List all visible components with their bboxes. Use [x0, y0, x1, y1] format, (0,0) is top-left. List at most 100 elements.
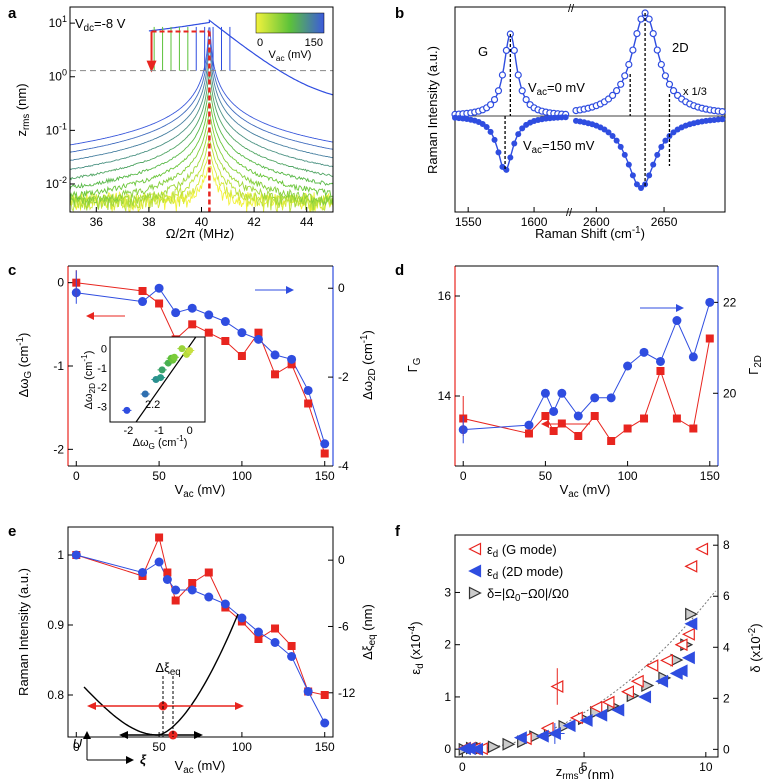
text-span: b [395, 5, 404, 22]
u-axis-head [83, 731, 91, 739]
text-span: 10 [46, 177, 60, 191]
text-span: 2600 [583, 215, 610, 229]
data-point-gamma-g [524, 429, 533, 438]
text-span: -1 [59, 121, 67, 131]
text-span: -2 [338, 370, 349, 384]
data-point-filled [609, 132, 616, 139]
arrow-left-head [541, 420, 549, 428]
inset-y-tick: 0 [101, 344, 107, 356]
data-point-open [661, 72, 670, 80]
panel-letter: b [395, 5, 404, 22]
data-point-2d-mode [611, 703, 625, 717]
legend-label: εd (2D mode) [487, 564, 563, 582]
data-point-gamma-g [623, 424, 632, 433]
text-span: -3 [97, 402, 107, 414]
data-point-gamma-2d [557, 388, 567, 398]
data-point-open [653, 46, 661, 54]
text-span: 20 [723, 386, 737, 400]
text-span: Raman Intensity (a.u.) [425, 46, 440, 174]
text-span: 22 [723, 295, 737, 309]
text-span: (nm) [360, 604, 375, 634]
data-point-2d [303, 385, 313, 395]
text-span: V [523, 138, 532, 153]
x-tick-label: 100 [618, 469, 638, 483]
text-span: rms [21, 114, 32, 130]
data-point-g [287, 360, 296, 369]
data-point-g [221, 337, 230, 345]
inset-point [158, 366, 166, 374]
data-point-filled [654, 151, 661, 158]
text-span: 10 [49, 70, 63, 84]
data-point-filled [613, 137, 620, 144]
x-tick-label: 44 [300, 215, 314, 229]
text-span: -2 [747, 628, 758, 637]
text-span: ) [748, 623, 763, 627]
fit-curve [462, 590, 716, 750]
data-point-2d [320, 439, 330, 449]
data-point-gamma-g [590, 412, 599, 420]
text-span: ) [408, 621, 423, 625]
y-tick-label: 14 [438, 389, 452, 403]
text-span: 6 [723, 589, 730, 603]
data-point-xi [138, 568, 148, 577]
colorbar-label: Vac (mV) [269, 49, 312, 63]
text-span: (x10 [408, 634, 423, 663]
y-tick-label: 8 [723, 538, 730, 552]
text-span: z [14, 130, 29, 137]
y-tick-label: 2 [723, 691, 730, 705]
data-point-xi [154, 557, 164, 567]
data-point-open [665, 80, 674, 88]
response-curve [70, 27, 333, 146]
data-point-g [138, 287, 147, 295]
text-span: -1 [15, 337, 26, 346]
text-span: 0 [515, 593, 521, 604]
xi-label: ξ [140, 752, 147, 767]
text-span: 8 [723, 538, 730, 552]
data-point-filled [662, 137, 669, 144]
data-point-open [518, 87, 526, 95]
text-span: c [8, 262, 16, 279]
y-axis-label: zrms (nm) [14, 83, 32, 136]
y-tick-label: 0 [723, 742, 730, 756]
y-axis-label: Raman Intensity (a.u.) [425, 46, 440, 174]
data-point-2d [287, 354, 297, 364]
x-tick-label: 40 [195, 215, 209, 229]
data-point-xi [71, 550, 81, 560]
text-span: ) [360, 330, 375, 334]
inset-point [123, 406, 131, 414]
text-span: -1 [80, 354, 89, 362]
data-point-g [304, 399, 313, 408]
data-point-filled [719, 116, 726, 123]
text-span: (cm [83, 362, 95, 383]
y-tick-label: 0.8 [47, 688, 64, 702]
text-span: V [75, 16, 84, 31]
text-span: 16 [438, 289, 452, 303]
black-span-right-head [194, 731, 203, 739]
data-point-open [625, 60, 633, 69]
data-point-open [486, 101, 495, 109]
data-point-gamma-g [541, 412, 550, 420]
text-span: d [415, 663, 426, 668]
text-span: -1 [154, 425, 164, 437]
inset-x-tick: 0 [187, 425, 193, 437]
text-span: -1 [176, 434, 184, 443]
inset-slope-label: 2.2 [145, 399, 160, 411]
text-span: (mV) [194, 482, 226, 497]
inset-y-tick: -2 [97, 382, 107, 394]
x-tick-label: 2600 [583, 215, 610, 229]
backbone-curve [148, 19, 333, 96]
text-span: (cm [155, 437, 176, 449]
inset-point [178, 345, 186, 353]
y-tick-label: 2 [444, 638, 451, 652]
data-point-open [645, 15, 653, 23]
text-span: (mV) [285, 49, 312, 61]
legend-marker [468, 564, 482, 578]
y-axis-left-label: ΓG [405, 358, 423, 373]
text-span: 4 [723, 640, 730, 654]
text-span: x 1/3 [683, 86, 707, 98]
x-tick-label: 0 [459, 760, 466, 774]
text-span: (cm [360, 343, 375, 368]
data-point-g [188, 320, 197, 329]
data-point-open [490, 95, 499, 104]
x-tick-label: 38 [142, 215, 156, 229]
